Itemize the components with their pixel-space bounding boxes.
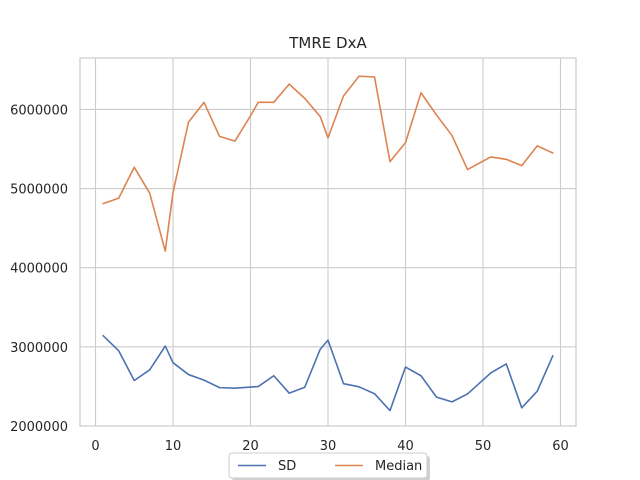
y-tick-label: 5000000 <box>10 183 68 198</box>
series-line-median <box>102 75 554 252</box>
plot-border <box>79 57 577 427</box>
chart-title: TMRE DxA <box>288 34 367 52</box>
legend-label-sd: SD <box>278 459 296 474</box>
series-line-sd <box>102 334 554 412</box>
x-tick-label: 50 <box>475 439 492 454</box>
x-tick-label: 40 <box>397 439 414 454</box>
x-tick-label: 10 <box>165 439 182 454</box>
x-tick-label: 0 <box>91 439 99 454</box>
x-tick-label: 30 <box>320 439 337 454</box>
y-tick-label: 2000000 <box>10 420 68 435</box>
x-axis-ticks: 0 10 20 30 40 50 60 <box>91 439 568 454</box>
x-tick-label: 20 <box>242 439 259 454</box>
y-tick-label: 3000000 <box>10 341 68 356</box>
legend-label-median: Median <box>375 459 422 474</box>
legend-items: SD Median <box>238 459 422 474</box>
series-layer <box>102 75 554 412</box>
legend-box <box>228 452 428 479</box>
legend: SD Median <box>228 452 430 480</box>
y-tick-label: 4000000 <box>10 262 68 277</box>
x-tick-label: 60 <box>552 439 569 454</box>
y-tick-label: 6000000 <box>10 103 68 118</box>
y-axis-ticks: 2000000 3000000 4000000 5000000 6000000 <box>10 103 68 435</box>
